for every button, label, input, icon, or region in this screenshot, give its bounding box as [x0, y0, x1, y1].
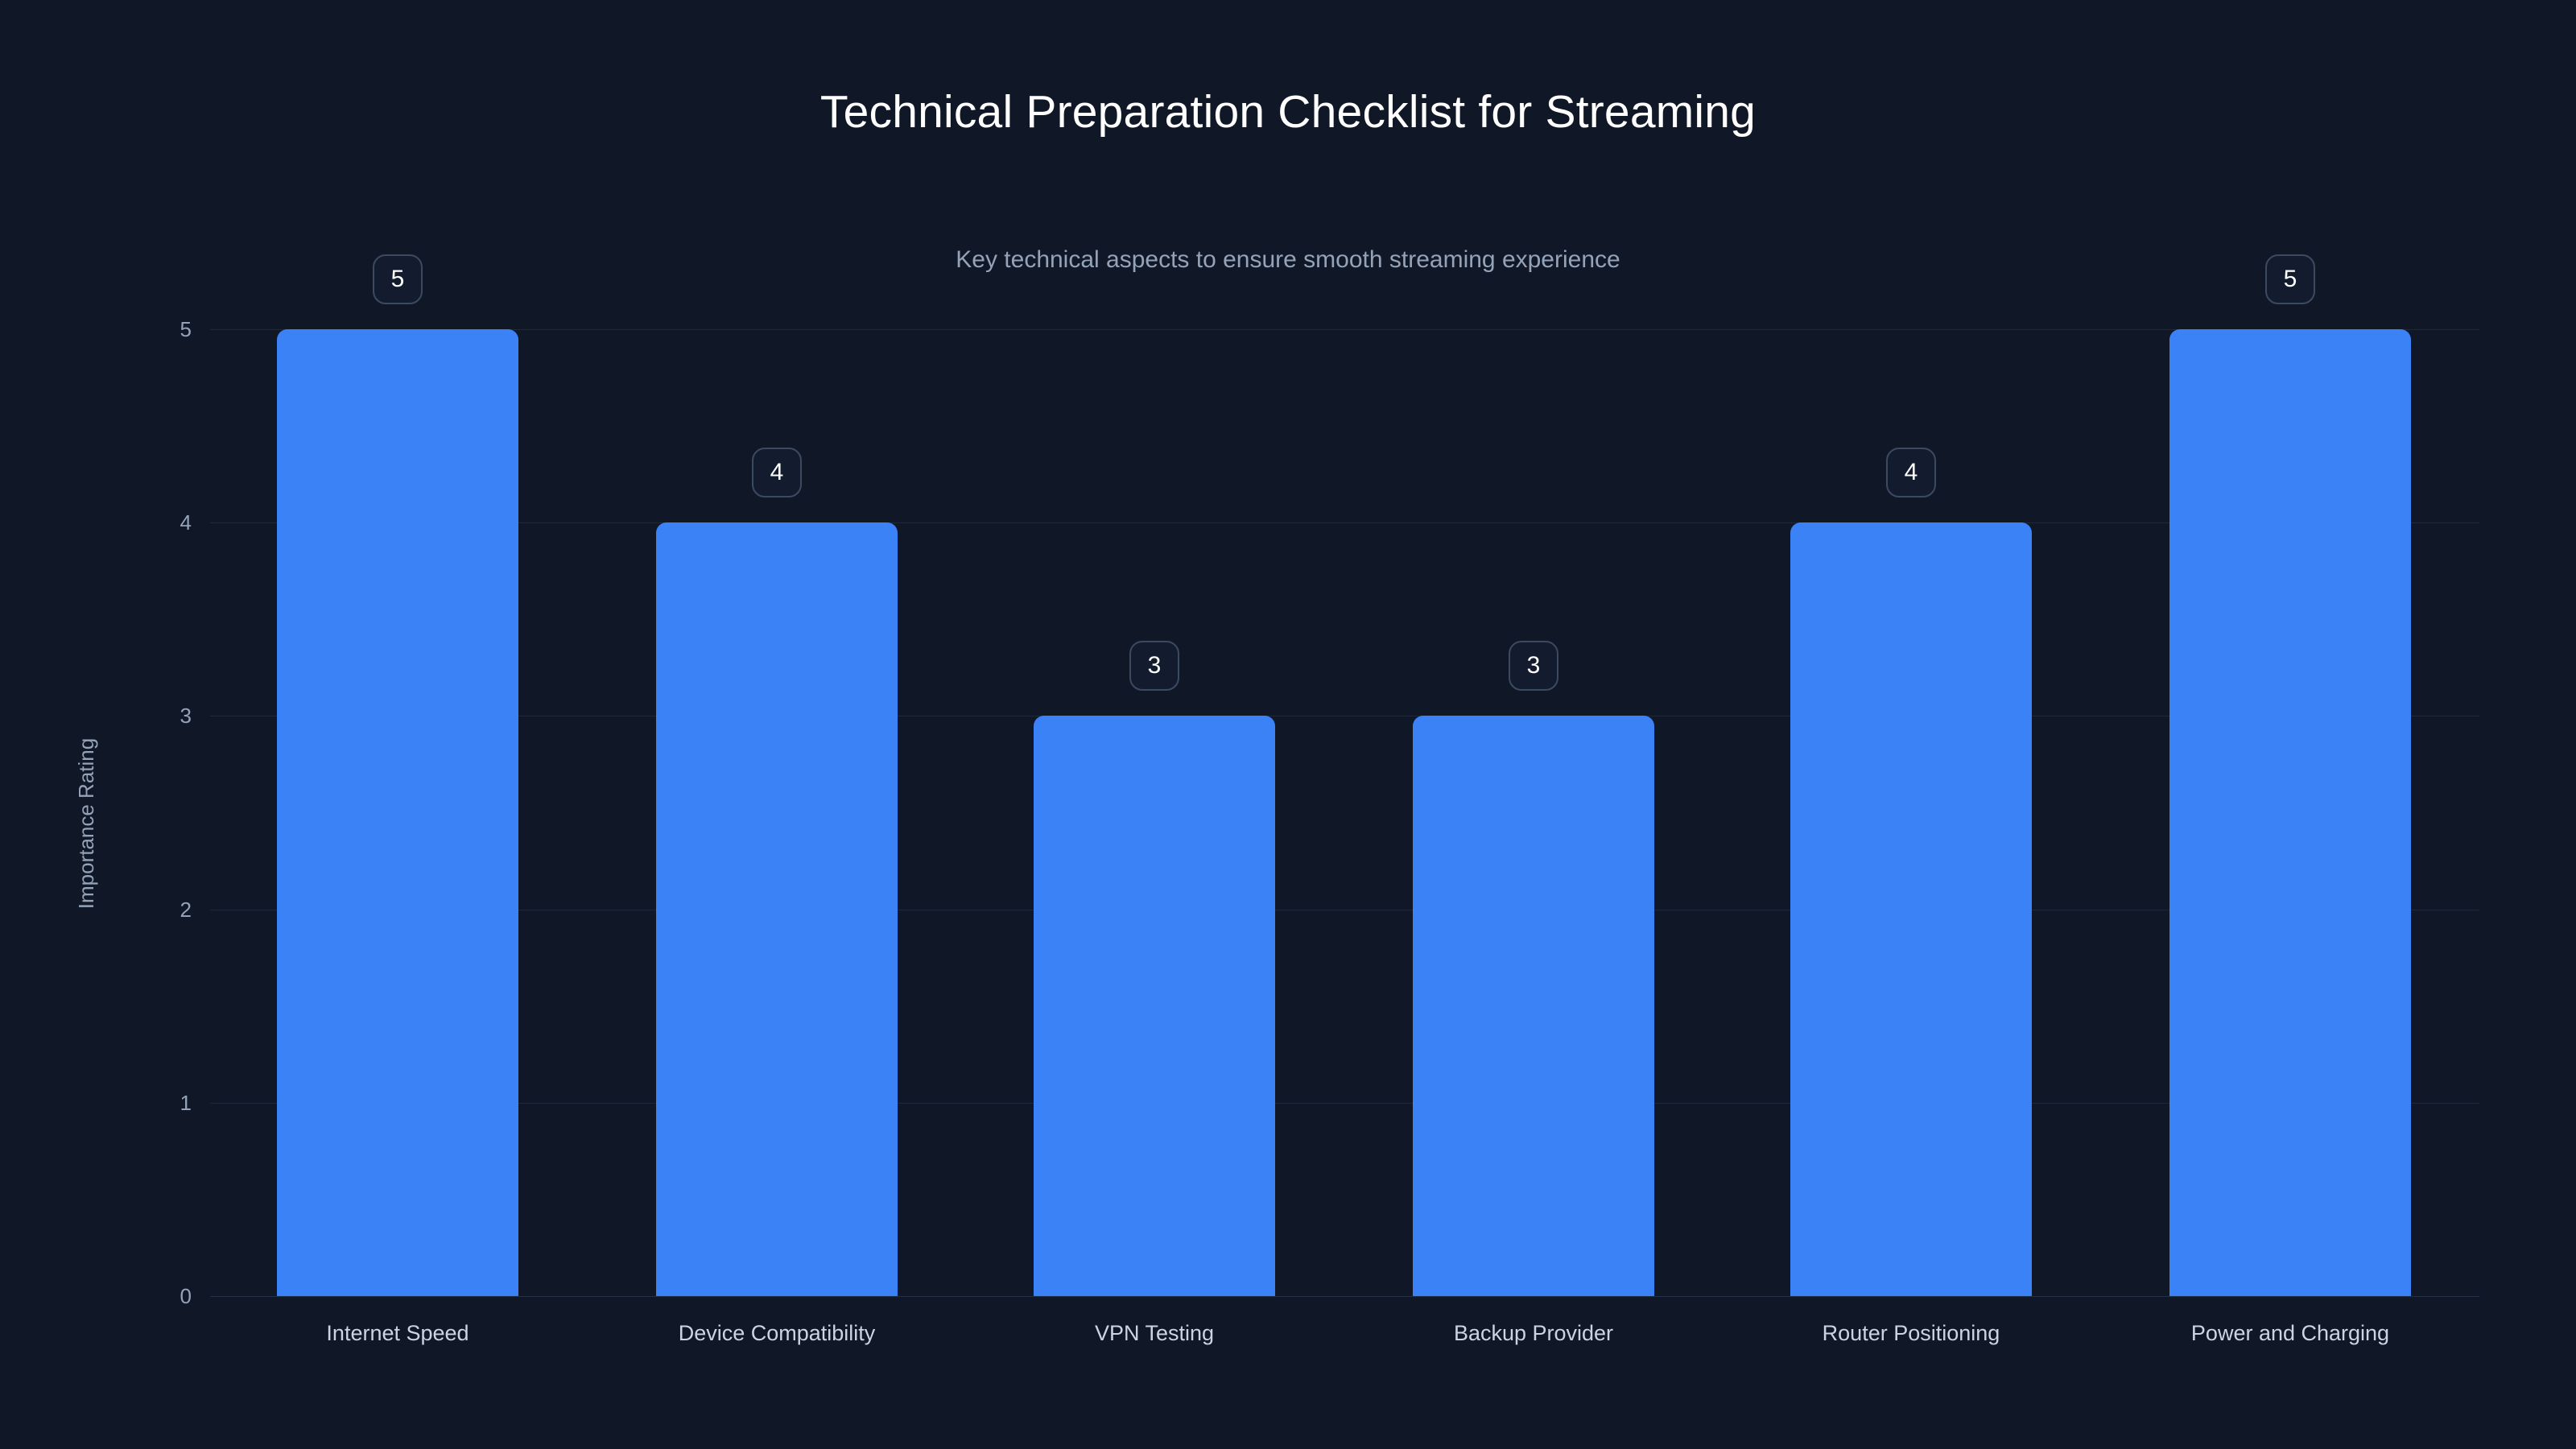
gridline	[210, 1296, 2479, 1297]
y-axis-tick-label: 0	[180, 1284, 192, 1308]
gridline	[210, 522, 2479, 524]
y-axis-tick-label: 5	[180, 317, 192, 341]
x-axis-tick-label: Backup Provider	[1453, 1321, 1614, 1345]
gridline	[210, 329, 2479, 330]
bar[interactable]	[2169, 329, 2411, 1296]
x-axis-tick-label: VPN Testing	[1094, 1321, 1215, 1345]
bar-value-badge: 3	[1129, 641, 1179, 691]
bar-value-badge: 4	[752, 448, 802, 498]
bar-value-badge: 5	[373, 254, 423, 304]
x-axis-tick-label: Device Compatibility	[678, 1321, 876, 1345]
bar[interactable]	[1034, 716, 1275, 1296]
x-axis-tick-label: Power and Charging	[2190, 1321, 2390, 1345]
bar-value-badge: 5	[2265, 254, 2315, 304]
chart-subtitle: Key technical aspects to ensure smooth s…	[956, 246, 1620, 273]
bar[interactable]	[1413, 716, 1654, 1296]
x-axis-tick-label: Router Positioning	[1822, 1321, 2000, 1345]
x-axis-tick-label: Internet Speed	[326, 1321, 469, 1345]
plot-area	[210, 329, 2479, 1297]
y-axis-tick-label: 1	[180, 1090, 192, 1115]
bar-value-badge: 4	[1886, 448, 1936, 498]
chart-title: Technical Preparation Checklist for Stre…	[819, 86, 1757, 138]
bar[interactable]	[1790, 522, 2032, 1296]
y-axis-title: Importance Rating	[74, 737, 98, 910]
bar-value-badge: 3	[1509, 641, 1558, 691]
bar[interactable]	[277, 329, 518, 1296]
y-axis-tick-label: 4	[180, 510, 192, 535]
y-axis-tick-label: 3	[180, 704, 192, 729]
gridline	[210, 1102, 2479, 1104]
y-axis-tick-label: 2	[180, 897, 192, 922]
bar[interactable]	[656, 522, 898, 1296]
